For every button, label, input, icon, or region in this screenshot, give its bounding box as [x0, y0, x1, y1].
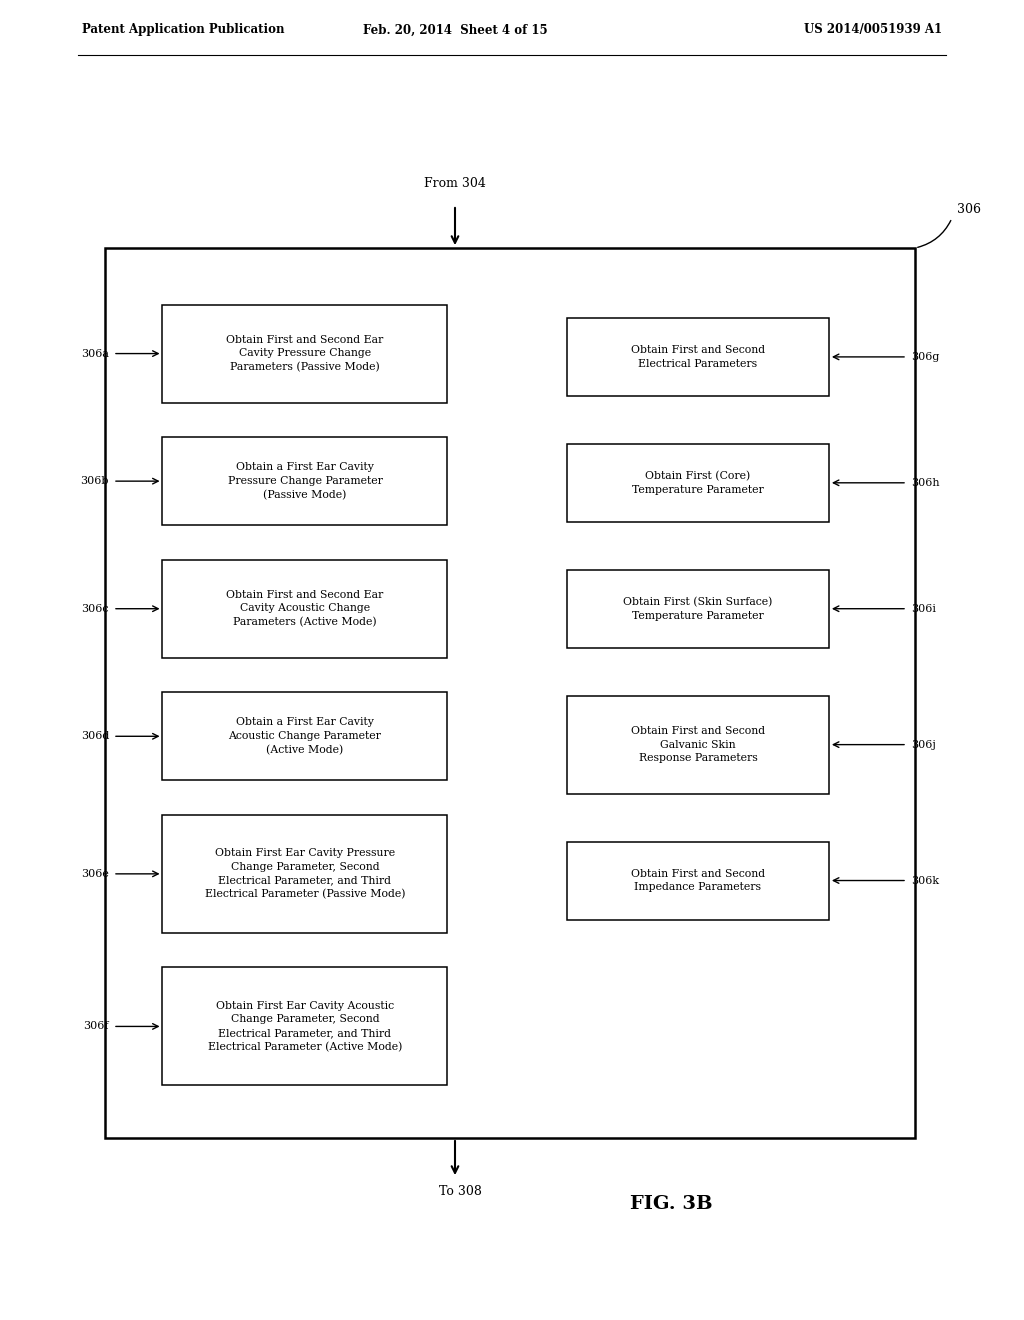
Bar — [567, 570, 829, 648]
Text: 306c: 306c — [81, 603, 109, 614]
Bar — [163, 968, 447, 1085]
Bar — [567, 318, 829, 396]
Text: US 2014/0051939 A1: US 2014/0051939 A1 — [804, 24, 942, 37]
Bar — [105, 248, 915, 1138]
Text: Obtain a First Ear Cavity
Pressure Change Parameter
(Passive Mode): Obtain a First Ear Cavity Pressure Chang… — [227, 462, 382, 500]
Text: Obtain First (Skin Surface)
Temperature Parameter: Obtain First (Skin Surface) Temperature … — [624, 597, 773, 620]
Bar — [567, 444, 829, 521]
Text: 306d: 306d — [81, 731, 109, 742]
Text: 306i: 306i — [911, 603, 936, 614]
Text: To 308: To 308 — [438, 1185, 481, 1199]
Bar — [163, 692, 447, 780]
Text: From 304: From 304 — [424, 177, 486, 190]
Text: 306k: 306k — [911, 875, 939, 886]
Text: 306a: 306a — [81, 348, 109, 359]
Text: 306e: 306e — [81, 869, 109, 879]
Text: Obtain First and Second
Electrical Parameters: Obtain First and Second Electrical Param… — [631, 345, 765, 368]
Text: 306b: 306b — [81, 477, 109, 486]
Bar — [163, 437, 447, 525]
Text: Obtain First (Core)
Temperature Parameter: Obtain First (Core) Temperature Paramete… — [632, 471, 764, 495]
Text: Obtain First Ear Cavity Acoustic
Change Parameter, Second
Electrical Parameter, : Obtain First Ear Cavity Acoustic Change … — [208, 1001, 402, 1052]
Bar — [567, 842, 829, 920]
Text: FIG. 3B: FIG. 3B — [630, 1195, 713, 1213]
Bar — [163, 305, 447, 403]
Text: 306g: 306g — [911, 352, 939, 362]
Text: Feb. 20, 2014  Sheet 4 of 15: Feb. 20, 2014 Sheet 4 of 15 — [362, 24, 547, 37]
Text: Obtain First and Second
Galvanic Skin
Response Parameters: Obtain First and Second Galvanic Skin Re… — [631, 726, 765, 763]
Text: Obtain First and Second Ear
Cavity Pressure Change
Parameters (Passive Mode): Obtain First and Second Ear Cavity Press… — [226, 335, 384, 372]
Text: 306f: 306f — [84, 1022, 109, 1031]
Text: Obtain First and Second Ear
Cavity Acoustic Change
Parameters (Active Mode): Obtain First and Second Ear Cavity Acous… — [226, 590, 384, 627]
Text: Obtain a First Ear Cavity
Acoustic Change Parameter
(Active Mode): Obtain a First Ear Cavity Acoustic Chang… — [228, 718, 381, 755]
Bar — [163, 814, 447, 933]
Text: Patent Application Publication: Patent Application Publication — [82, 24, 285, 37]
Text: 306h: 306h — [911, 478, 940, 488]
Bar — [567, 696, 829, 793]
Text: Obtain First and Second
Impedance Parameters: Obtain First and Second Impedance Parame… — [631, 869, 765, 892]
Text: 306: 306 — [957, 203, 981, 216]
Text: Obtain First Ear Cavity Pressure
Change Parameter, Second
Electrical Parameter, : Obtain First Ear Cavity Pressure Change … — [205, 849, 406, 899]
Bar — [163, 560, 447, 657]
Text: 306j: 306j — [911, 739, 936, 750]
